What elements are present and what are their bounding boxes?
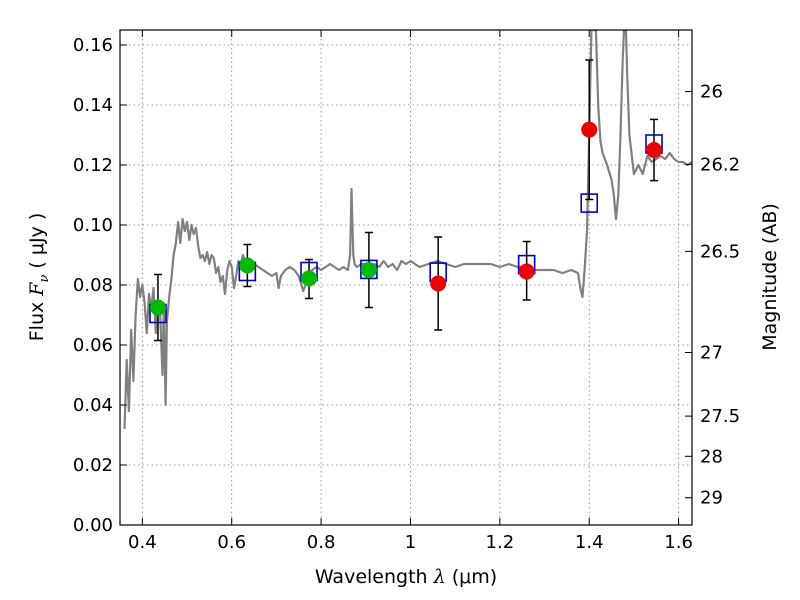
plot-frame: [119, 29, 693, 526]
y-tick-label: 0.00: [73, 515, 113, 536]
y-tick-label: 0.08: [73, 275, 113, 296]
data-point-green: [149, 299, 166, 316]
data-point-red: [430, 275, 447, 292]
model-spectrum-line: [123, 30, 692, 430]
x-tick-label: 1: [405, 532, 416, 553]
data-point-red: [518, 263, 535, 280]
data-point-green: [301, 270, 318, 287]
y2-tick-label: 26.5: [700, 241, 740, 262]
x-axis-label: Wavelength λ (μm): [315, 566, 497, 588]
y2-tick-label: 26: [700, 82, 723, 103]
x-tick-label: 0.8: [307, 532, 336, 553]
y2-tick-label: 26.2: [700, 154, 740, 175]
x-tick-label: 1.4: [575, 532, 604, 553]
y-tick-label: 0.04: [73, 395, 113, 416]
y2-tick-label: 29: [700, 488, 723, 509]
y-tick-label: 0.14: [73, 95, 113, 116]
y-axis-label: Flux Fν ( μJy ): [26, 213, 52, 342]
y2-tick-label: 28: [700, 446, 723, 467]
x-tick-label: 1.2: [486, 532, 515, 553]
y-tick-label: 0.16: [73, 35, 113, 56]
grid: [120, 30, 692, 526]
x-tick-label: 1.6: [664, 532, 693, 553]
y-tick-label: 0.02: [73, 455, 113, 476]
y-tick-label: 0.10: [73, 215, 113, 236]
data-point-green: [239, 257, 256, 274]
plot-area: [123, 30, 692, 430]
y2-tick-label: 27.5: [700, 406, 740, 427]
y2-tick-label: 27: [700, 343, 723, 364]
y2-axis-label: Magnitude (AB): [759, 203, 781, 351]
axis-ticks: 0.4 0.6 0.8 1 1.2 1.4 1.6 0.00 0.02 0.04 0.06 0.08 0…: [73, 30, 740, 553]
x-tick-label: 0.6: [217, 532, 246, 553]
y-tick-label: 0.06: [73, 335, 113, 356]
data-point-red: [581, 121, 598, 138]
x-tick-label: 0.4: [128, 532, 157, 553]
data-point-red: [646, 142, 663, 158]
y-tick-label: 0.12: [73, 155, 113, 176]
data-point-green: [360, 262, 377, 278]
